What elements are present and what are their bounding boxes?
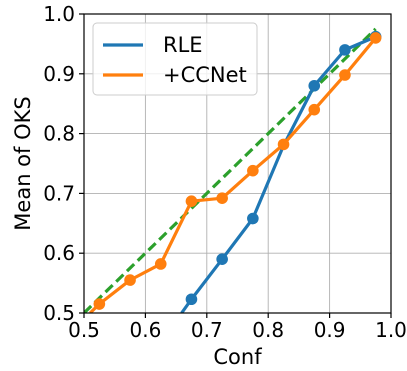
x-tick-label: 0.9 — [314, 318, 346, 342]
data-point — [185, 293, 198, 306]
plot-frame — [83, 13, 392, 314]
data-point — [93, 298, 106, 310]
data-point — [369, 32, 382, 44]
x-tick-label: 1.0 — [375, 318, 407, 342]
data-point — [124, 274, 136, 286]
x-axis-ticks: 0.5 0.6 0.7 0.8 0.9 1.0 — [68, 313, 407, 342]
data-point — [247, 164, 259, 177]
data-point — [216, 192, 228, 204]
x-axis-title: Conf — [213, 345, 262, 369]
x-tick-label: 0.6 — [129, 318, 161, 342]
data-point — [154, 258, 167, 270]
legend: RLE +CCNet — [92, 22, 258, 96]
legend-label-rle: RLE — [163, 33, 203, 57]
y-tick-label: 1.0 — [43, 2, 75, 26]
y-tick-label: 0.9 — [43, 62, 75, 86]
reference-line-group — [84, 27, 377, 313]
y-tick-label: 0.5 — [43, 301, 75, 325]
series-1 — [89, 32, 382, 313]
y-tick-label: 0.8 — [43, 122, 75, 146]
legend-frame — [92, 22, 258, 96]
data-point — [308, 79, 321, 92]
data-point — [277, 138, 290, 151]
x-tick-label: 0.8 — [252, 318, 284, 342]
data-point — [216, 253, 228, 265]
series-group — [89, 30, 382, 313]
reference-line — [84, 27, 377, 313]
data-point — [308, 103, 321, 116]
x-tick-label: 0.7 — [191, 318, 223, 342]
y-axis-ticks: 0.5 0.6 0.7 0.8 0.9 1.0 — [43, 2, 84, 325]
plot-area — [84, 27, 382, 313]
y-axis-title: Mean of OKS — [11, 96, 35, 230]
data-point — [339, 69, 351, 81]
y-tick-label: 0.7 — [43, 181, 75, 205]
data-point — [185, 195, 198, 207]
series-line — [180, 35, 377, 313]
y-tick-label: 0.6 — [43, 241, 75, 265]
legend-label-ccnet: +CCNet — [163, 63, 247, 87]
data-point — [339, 44, 351, 56]
x-tick-label: 0.5 — [68, 318, 100, 342]
data-point — [247, 212, 259, 225]
